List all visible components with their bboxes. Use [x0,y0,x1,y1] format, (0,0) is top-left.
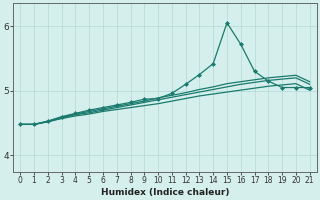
X-axis label: Humidex (Indice chaleur): Humidex (Indice chaleur) [101,188,229,197]
